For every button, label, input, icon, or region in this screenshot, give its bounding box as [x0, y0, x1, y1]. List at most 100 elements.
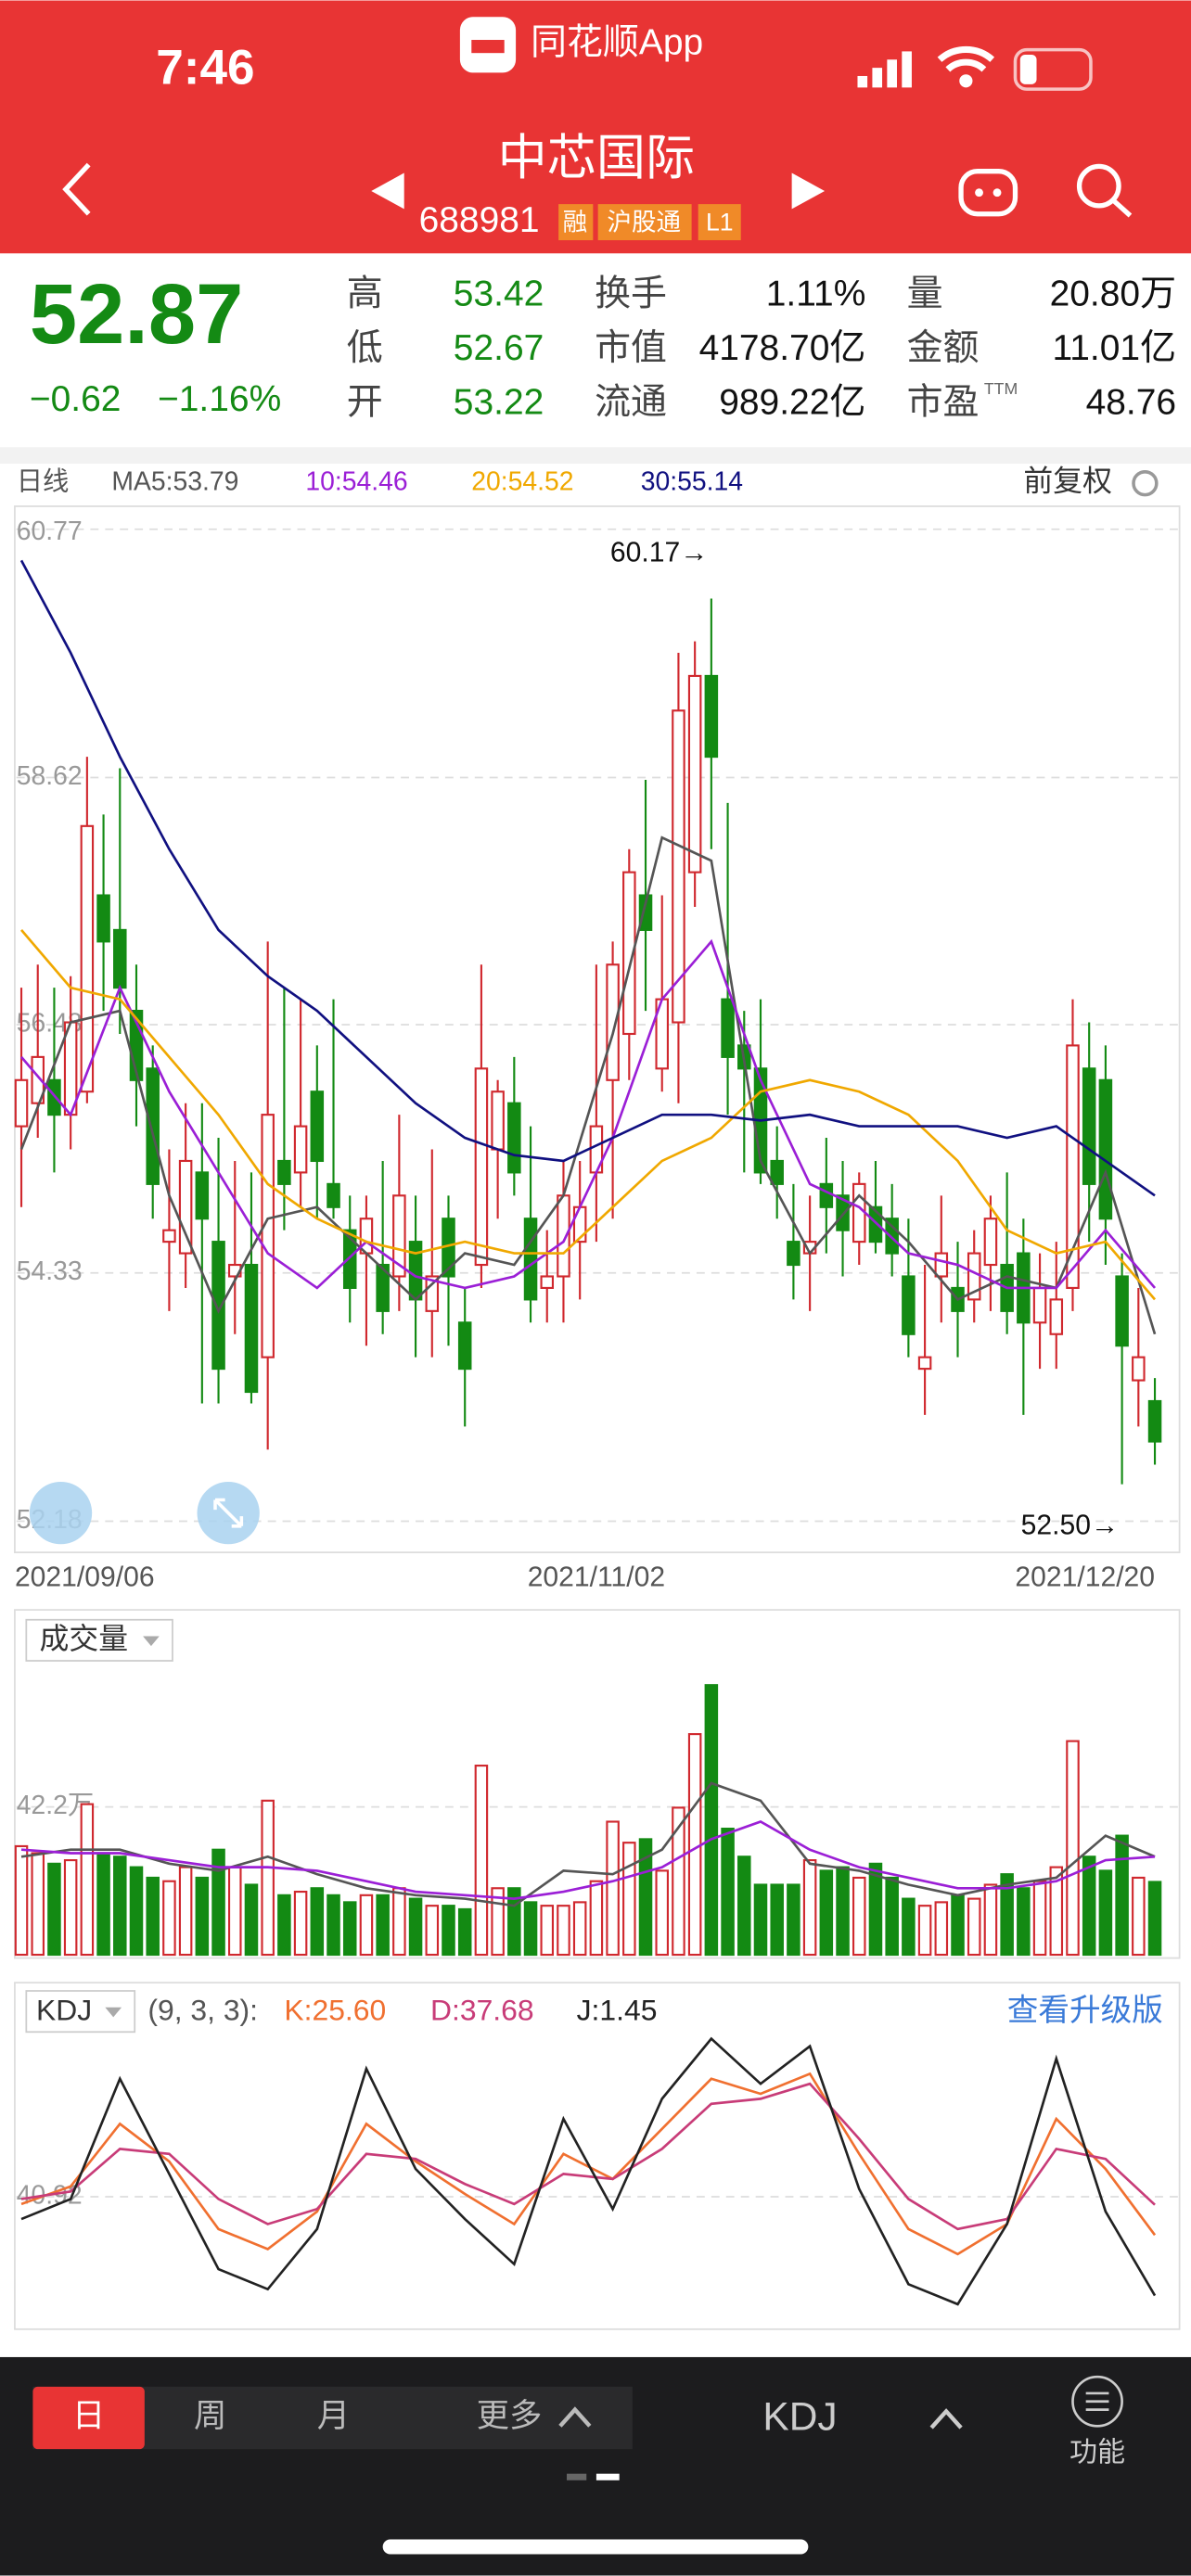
volume-bar: [63, 1858, 78, 1957]
volume-bar: [951, 1894, 965, 1957]
indicator-button[interactable]: KDJ: [762, 2395, 837, 2439]
volume-bar: [787, 1883, 800, 1957]
candle-body: [606, 963, 620, 1081]
volume-bar: [540, 1905, 555, 1957]
annotation: 52.50→: [1021, 1511, 1119, 1541]
stat-label: 低: [347, 328, 383, 368]
volume-bar: [770, 1883, 784, 1957]
prev-stock[interactable]: [371, 172, 404, 210]
more-arrow: [558, 2406, 592, 2428]
stat-value: 20.80万: [1050, 274, 1176, 314]
candle-body: [934, 1252, 949, 1278]
legend-item: MA5:53.79: [111, 467, 238, 497]
volume-bar: [178, 1866, 193, 1957]
settings-icon[interactable]: [1132, 470, 1159, 497]
candle-body: [1049, 1298, 1064, 1335]
kdj-title: KDJ: [36, 1993, 92, 2026]
volume-bar: [572, 1901, 587, 1957]
candle-body: [178, 1159, 193, 1255]
stat-value: 989.22亿: [719, 382, 865, 422]
robot-eye: [975, 188, 983, 198]
battery: [1013, 47, 1093, 91]
candle-body: [540, 1275, 555, 1290]
candle-body: [244, 1263, 259, 1394]
candle-body: [917, 1356, 932, 1371]
volume-bar: [408, 1897, 423, 1957]
volume-bar: [868, 1862, 883, 1957]
candle-body: [983, 1218, 998, 1267]
price: 52.87: [30, 266, 243, 362]
volume-bar: [557, 1905, 570, 1957]
upgrade-link[interactable]: 查看升级版: [1007, 1993, 1163, 2028]
tab[interactable]: 更多: [477, 2397, 543, 2434]
robot-icon[interactable]: [958, 169, 1018, 217]
annotation: 60.17→: [610, 538, 708, 568]
stat-label: 金额: [907, 328, 980, 368]
candle-body: [14, 1078, 29, 1128]
back-button[interactable]: [62, 162, 91, 216]
candle-body: [1132, 1356, 1146, 1382]
volume-bar: [310, 1887, 325, 1957]
battery-level: [1019, 54, 1037, 84]
tag: L1: [706, 208, 734, 236]
candle-body: [819, 1182, 834, 1208]
tab[interactable]: 周: [194, 2397, 226, 2434]
scroll-button[interactable]: [29, 1481, 93, 1545]
candle-body: [622, 871, 636, 1036]
volume-bar: [902, 1897, 916, 1957]
candle-body: [687, 674, 702, 874]
volume-bar: [1147, 1881, 1162, 1957]
robot-eye: [992, 188, 1002, 198]
kdj-line: [20, 2036, 1157, 2306]
volume-bar: [227, 1866, 242, 1957]
next-stock[interactable]: [791, 172, 826, 210]
candle-body: [836, 1194, 850, 1231]
candle-body: [770, 1159, 784, 1185]
volume-bar: [819, 1869, 834, 1957]
candle-body: [310, 1090, 325, 1163]
ma-line: [20, 929, 1157, 1301]
candle-body: [902, 1275, 916, 1335]
function-icon[interactable]: [1071, 2375, 1123, 2428]
stat-label: 市值: [595, 328, 667, 368]
stat-label: 换手: [595, 274, 667, 314]
candle-body: [425, 1275, 440, 1312]
adjust-button[interactable]: 前复权: [1023, 465, 1112, 498]
candle-body: [211, 1241, 225, 1371]
volume-bar: [146, 1876, 160, 1957]
indicator-arrow[interactable]: [929, 2408, 963, 2429]
candle-body: [885, 1218, 899, 1255]
function-lines: [1085, 2391, 1109, 2411]
candle-body: [1066, 1044, 1080, 1290]
candle-body: [523, 1218, 538, 1301]
candle-body: [474, 1067, 489, 1267]
volume-bar: [1115, 1834, 1129, 1957]
tab[interactable]: 月: [317, 2397, 350, 2434]
tag-bg: [558, 204, 594, 241]
volume-panel: [14, 1609, 1181, 1959]
dropdown-arrow: [105, 2007, 122, 2018]
volume-bar: [836, 1866, 850, 1957]
kdj-params: (9, 3, 3):: [147, 1993, 258, 2026]
search-icon[interactable]: [1076, 163, 1121, 209]
volume-bar: [244, 1883, 259, 1957]
stock-code: 688981: [419, 200, 540, 240]
tab[interactable]: 日: [72, 2397, 105, 2434]
tab-active[interactable]: [32, 2386, 145, 2450]
tag: 沪股通: [607, 208, 681, 236]
wifi-dot: [959, 74, 973, 88]
volume-bar: [442, 1905, 455, 1957]
candle-body: [96, 894, 110, 943]
signal: [857, 51, 912, 88]
function-label[interactable]: 功能: [1069, 2437, 1125, 2468]
volume-bar: [211, 1848, 225, 1957]
candle-body: [457, 1321, 472, 1371]
volume-bar: [31, 1852, 45, 1957]
candle-body: [507, 1102, 521, 1174]
legend-item: D:37.68: [430, 1993, 534, 2026]
candle-body: [293, 1125, 308, 1174]
volume-bar: [655, 1869, 669, 1957]
tag-bg: [597, 204, 692, 241]
candle-body: [327, 1182, 340, 1208]
